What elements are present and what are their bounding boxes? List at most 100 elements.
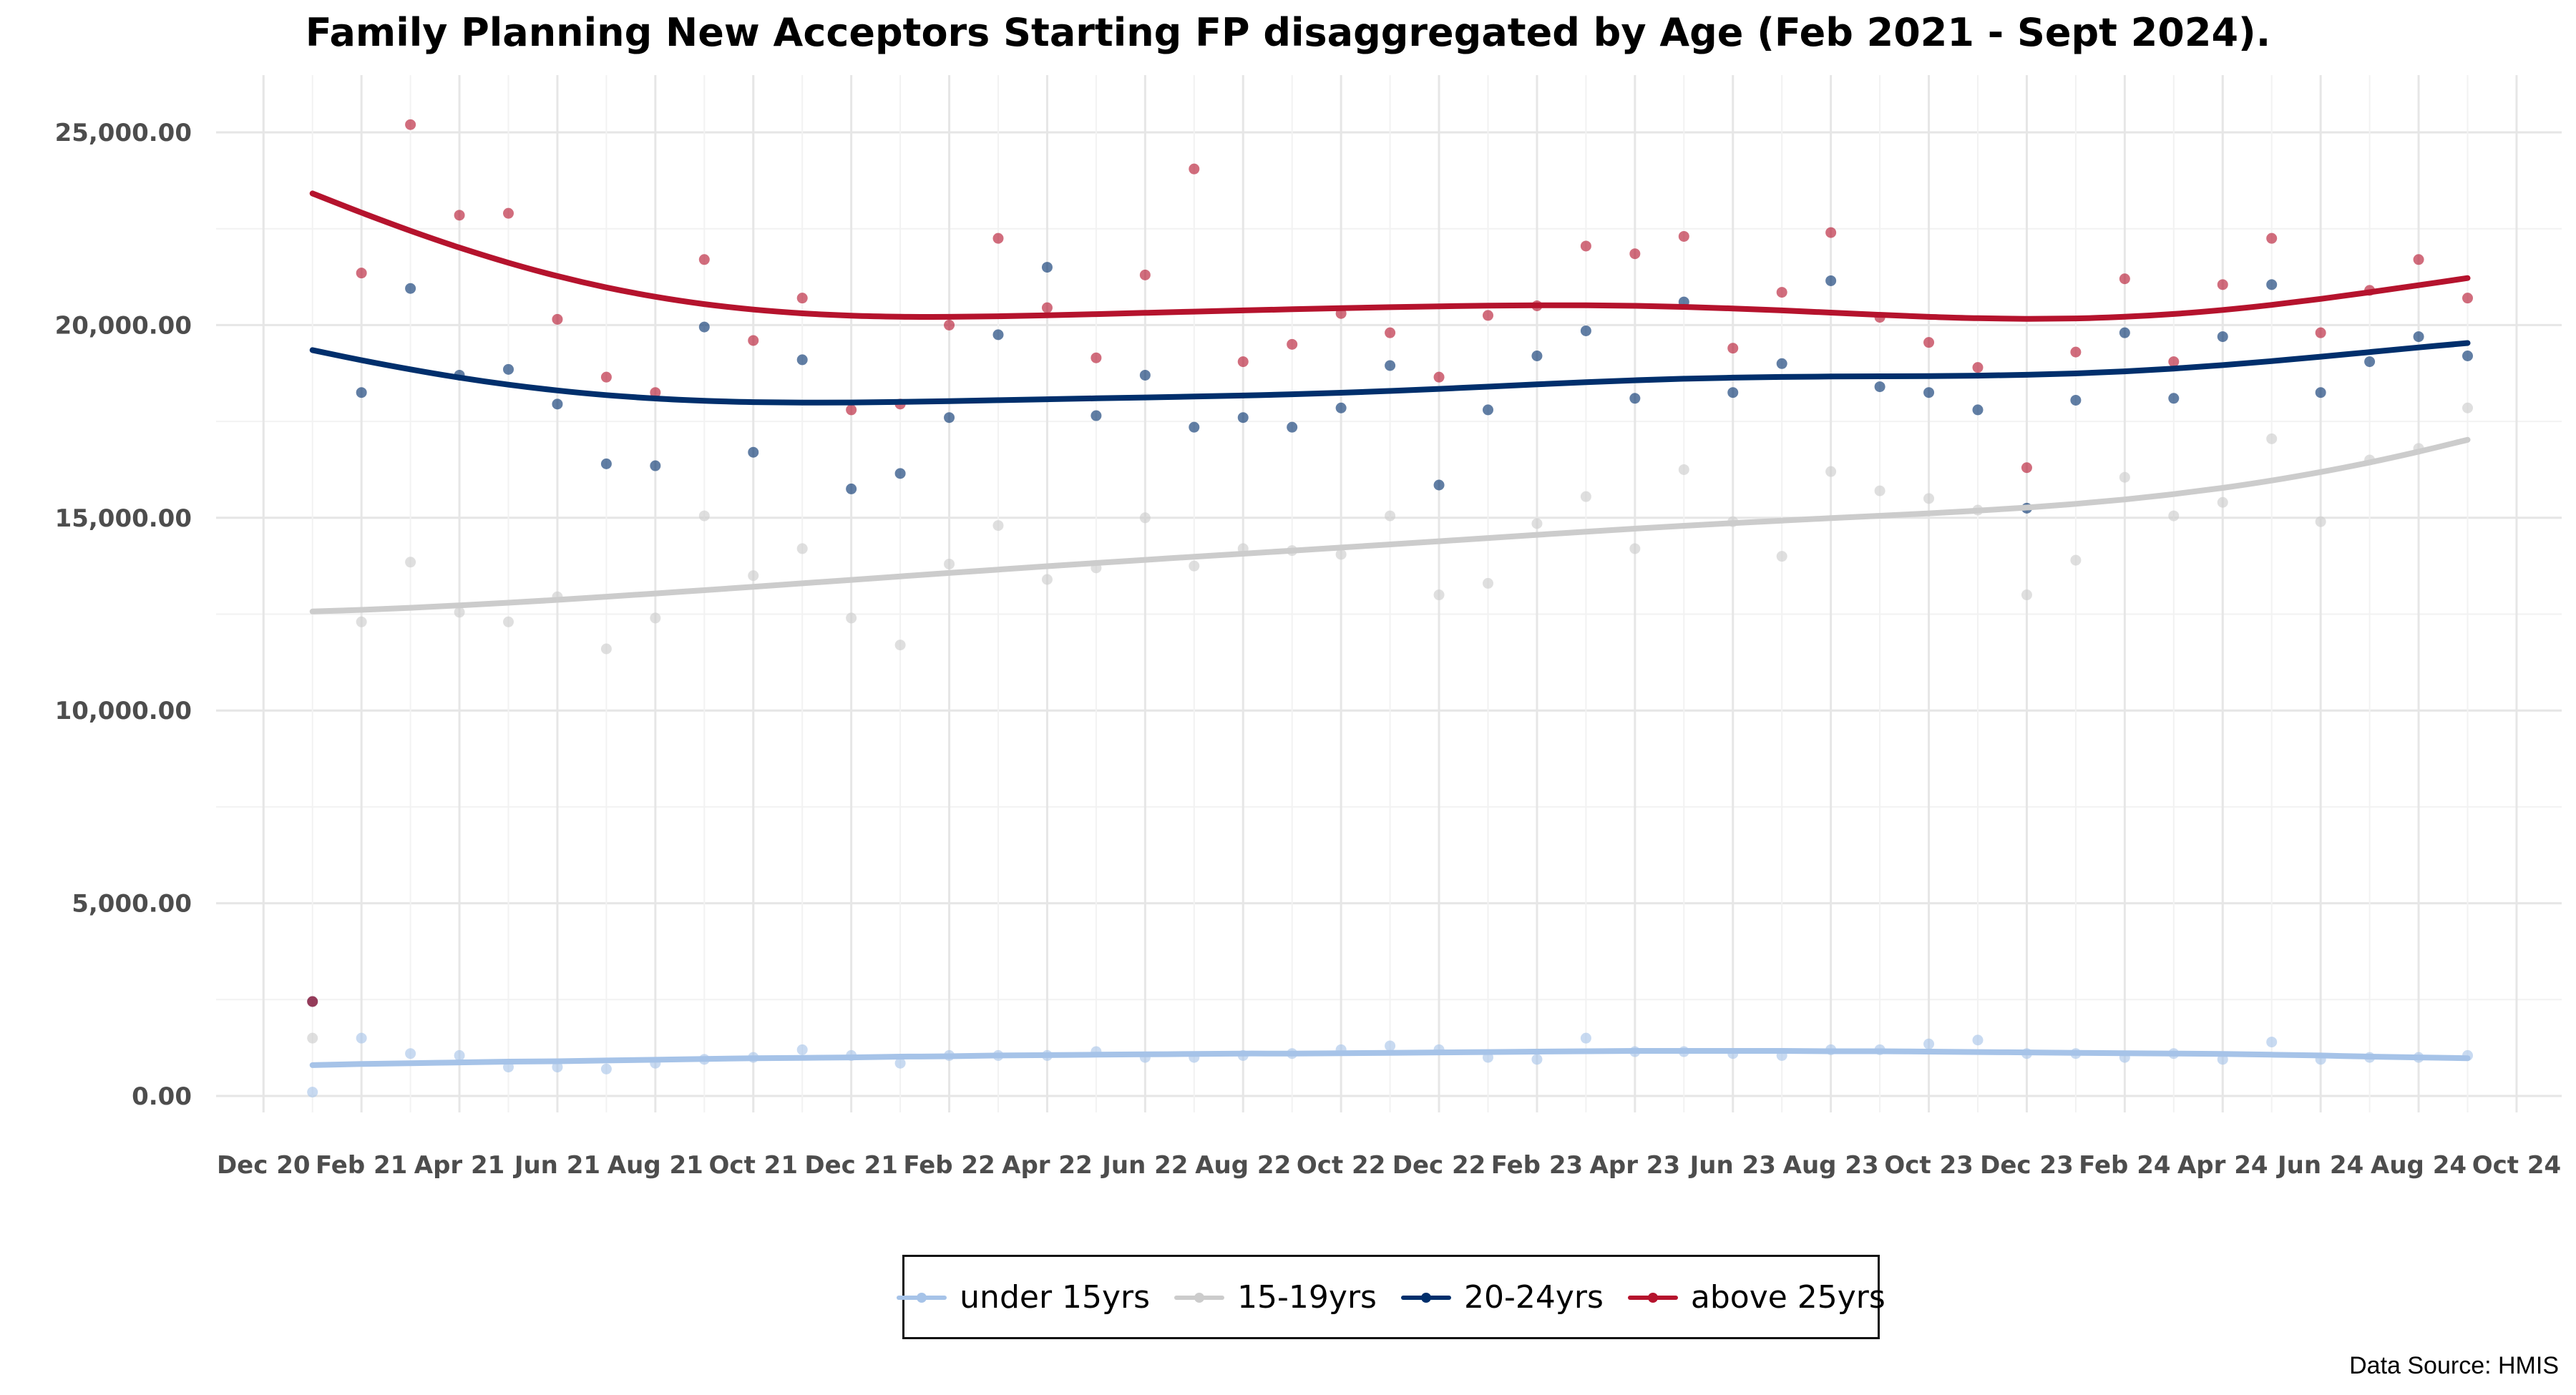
data-point-15-19yrs: [944, 558, 955, 569]
data-point-under-15yrs: [307, 1087, 318, 1098]
x-tick-label: Aug 22: [1195, 1151, 1291, 1180]
data-point-15-19yrs: [1923, 493, 1935, 504]
data-point-20-24yrs: [1189, 421, 1200, 433]
data-point-above-25yrs: [600, 371, 612, 383]
trend-line-20-24yrs: [309, 340, 2471, 406]
data-point-20-24yrs: [2462, 351, 2473, 362]
data-point-above-25yrs: [2021, 462, 2032, 474]
data-point-15-19yrs: [1139, 512, 1151, 524]
data-point-20-24yrs: [1287, 421, 1298, 433]
data-point-20-24yrs: [1531, 351, 1543, 362]
legend-key-under-15: [897, 1283, 947, 1311]
data-point-20-24yrs: [2266, 279, 2278, 290]
data-point-above-25yrs: [1629, 248, 1641, 260]
data-point-15-19yrs: [1825, 466, 1837, 477]
data-point-above-25yrs: [552, 313, 563, 325]
data-point-20-24yrs: [405, 283, 416, 294]
data-point-15-19yrs: [1335, 549, 1347, 560]
x-tick-label: Oct 23: [1884, 1151, 1973, 1180]
x-tick-label: Jun 23: [1689, 1151, 1776, 1180]
data-point-15-19yrs: [1531, 518, 1543, 529]
data-point-above-25yrs: [1237, 356, 1249, 368]
data-point-above-25yrs: [796, 293, 808, 304]
data-point-above-25yrs: [2462, 293, 2473, 304]
x-tick-label: Feb 21: [316, 1151, 407, 1180]
legend-label: under 15yrs: [960, 1278, 1151, 1316]
data-point-20-24yrs: [1629, 393, 1641, 404]
data-point-15-19yrs: [2266, 433, 2278, 444]
data-point-20-24yrs: [552, 398, 563, 410]
data-point-20-24yrs: [2168, 393, 2180, 404]
data-point-under-15yrs: [796, 1044, 808, 1055]
legend-label: 20-24yrs: [1463, 1278, 1604, 1316]
data-point-15-19yrs: [2462, 402, 2473, 413]
data-point-under-15yrs: [1531, 1054, 1543, 1065]
data-point-20-24yrs: [796, 354, 808, 366]
data-point-15-19yrs: [1483, 577, 1493, 589]
data-source-note: Data Source: HMIS: [2349, 1352, 2559, 1379]
data-point-above-25yrs: [405, 119, 416, 130]
data-point-above-25yrs: [1580, 240, 1591, 252]
data-point-under-15yrs: [2266, 1037, 2278, 1048]
data-point-20-24yrs: [356, 387, 367, 398]
data-point-20-24yrs: [600, 458, 612, 469]
data-point-above-25yrs: [846, 404, 857, 416]
data-point-under-15yrs: [1923, 1038, 1935, 1049]
data-point-above-25yrs: [748, 335, 759, 346]
data-point-20-24yrs: [748, 446, 759, 458]
data-point-15-19yrs: [503, 616, 514, 627]
legend-dot: [917, 1293, 927, 1303]
data-point-under-15yrs: [1385, 1040, 1396, 1052]
data-point-20-24yrs: [2315, 387, 2326, 398]
data-point-15-19yrs: [1629, 543, 1641, 554]
legend-item-above-25: above 25yrs: [1627, 1279, 1885, 1316]
data-point-15-19yrs: [2021, 589, 2032, 601]
x-tick-label: Jun 24: [2276, 1151, 2363, 1180]
data-point-15-19yrs: [1580, 491, 1591, 502]
data-point-above-25yrs: [503, 207, 514, 219]
data-point-20-24yrs: [1433, 479, 1445, 491]
data-point-15-19yrs: [2119, 471, 2130, 483]
x-tick-label: Dec 22: [1392, 1151, 1486, 1180]
x-tick-label: Oct 21: [709, 1151, 798, 1180]
data-point-20-24yrs: [2119, 327, 2130, 338]
data-point-above-25yrs: [992, 232, 1004, 244]
data-point-above-25yrs: [1825, 227, 1837, 238]
x-tick-label: Feb 23: [1491, 1151, 1583, 1180]
grid-lines: [216, 75, 2562, 1112]
legend: under 15yrs 15-19yrs 20-24yrs above 25yr…: [897, 1255, 1885, 1339]
y-tick-label: 10,000.00: [55, 697, 192, 725]
data-point-20-24yrs: [1776, 358, 1787, 369]
legend-dot: [1420, 1293, 1431, 1303]
legend-item-15-19: 15-19yrs: [1174, 1279, 1377, 1316]
legend-item-under-15: under 15yrs: [897, 1279, 1150, 1316]
data-point-15-19yrs: [600, 643, 612, 655]
data-point-above-25yrs: [1776, 287, 1787, 298]
data-point-15-19yrs: [1385, 510, 1396, 522]
data-point-under-15yrs: [1580, 1032, 1591, 1044]
x-tick-label: Jun 22: [1101, 1151, 1188, 1180]
data-point-above-25yrs: [1483, 310, 1493, 321]
data-point-15-19yrs: [650, 612, 661, 624]
data-point-15-19yrs: [1874, 485, 1885, 496]
x-tick-label: Apr 24: [2177, 1151, 2268, 1180]
data-point-15-19yrs: [1678, 464, 1689, 475]
data-point-20-24yrs: [2070, 394, 2082, 406]
data-point-above-25yrs: [1385, 327, 1396, 338]
data-point-20-24yrs: [1972, 404, 1984, 416]
data-point-15-19yrs: [405, 557, 416, 568]
data-point-20-24yrs: [992, 329, 1004, 341]
data-point-20-24yrs: [503, 363, 514, 375]
data-point-above-25yrs: [1727, 343, 1739, 354]
data-point-20-24yrs: [1139, 369, 1151, 381]
data-point-above-25yrs: [1287, 338, 1298, 350]
data-point-above-25yrs: [2266, 232, 2278, 244]
data-point-15-19yrs: [1189, 560, 1200, 572]
data-point-above-25yrs: [698, 254, 710, 265]
data-point-under-15yrs: [356, 1032, 367, 1044]
data-point-15-19yrs: [2217, 496, 2228, 508]
x-tick-label: Dec 21: [804, 1151, 898, 1180]
data-point-above-25yrs: [307, 996, 318, 1007]
y-tick-label: 25,000.00: [55, 119, 192, 147]
data-point-above-25yrs: [944, 319, 955, 331]
